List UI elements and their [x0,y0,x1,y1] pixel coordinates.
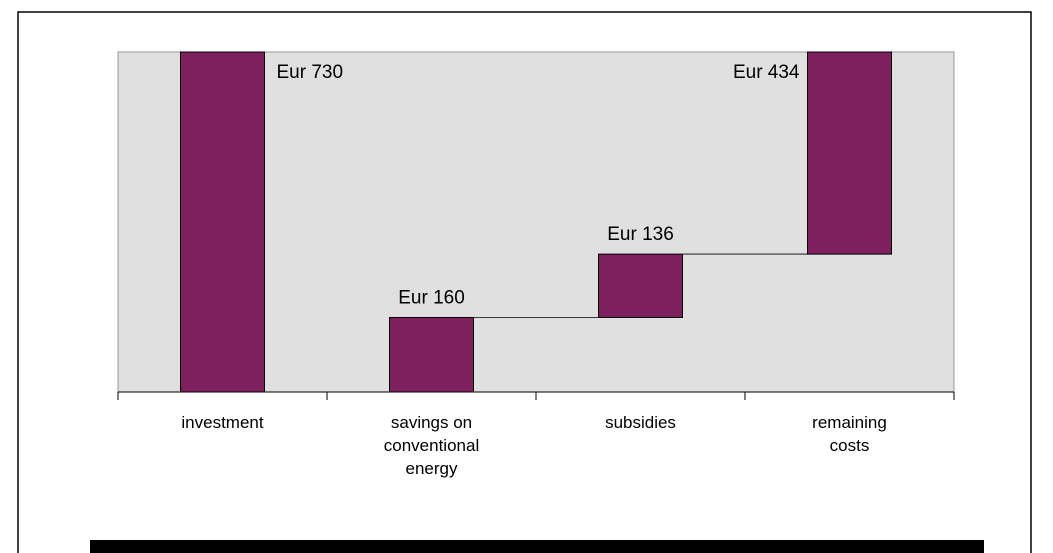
data-label: Eur 730 [277,62,344,83]
footer-rule [90,540,984,553]
data-label: Eur 136 [607,224,674,245]
data-label: Eur 160 [398,287,465,308]
chart-frame [17,11,1032,553]
bar-remaining-costs [807,51,892,255]
x-tick-label: subsidies [605,413,676,432]
x-tick-label: savings on conventional energy [384,413,479,478]
x-tick-label: remaining costs [812,413,887,455]
bar-savings-on-conventional-energy [389,316,474,393]
x-tick-label: investment [181,413,263,432]
data-label: Eur 434 [733,62,800,83]
bar-subsidies [598,253,683,318]
bar-investment [180,51,265,393]
